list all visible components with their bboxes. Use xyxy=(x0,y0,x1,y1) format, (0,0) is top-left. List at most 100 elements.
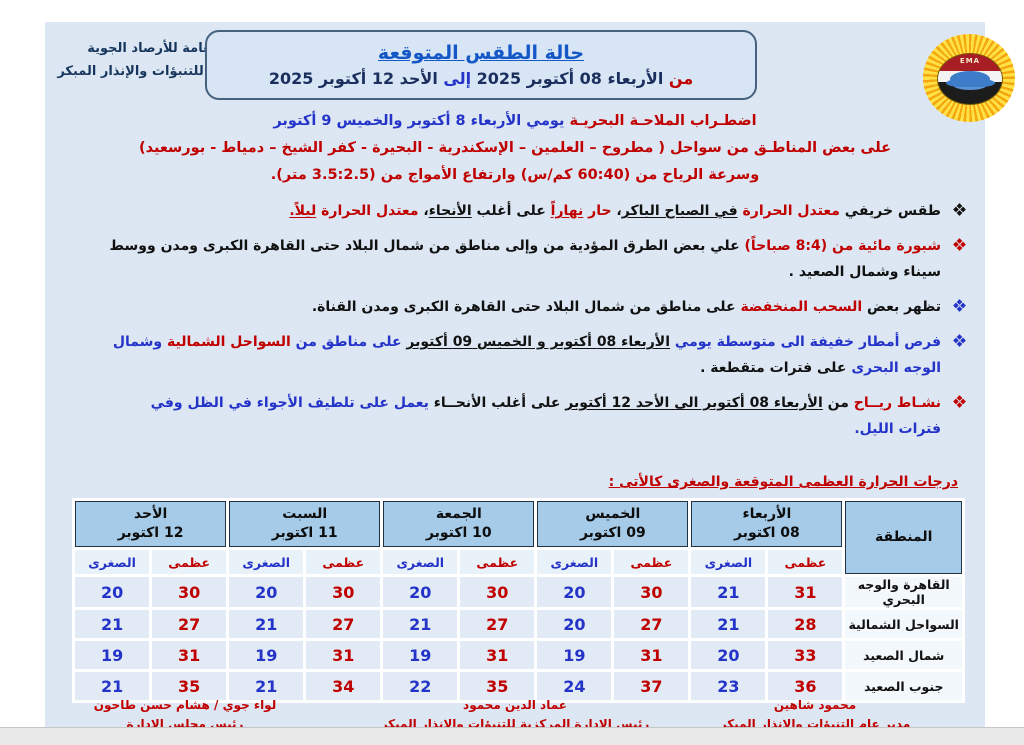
region-cell: السواحل الشمالية xyxy=(845,610,962,638)
text-segment: على أغلب xyxy=(471,203,551,219)
temp-cell-min: 20 xyxy=(537,577,612,607)
temp-cell-min: 20 xyxy=(383,577,458,607)
region-cell: القاهرة والوجه البحري xyxy=(845,577,962,607)
bullet-text: فرص أمطار خفيفة الى متوسطة يومي الأربعاء… xyxy=(113,334,941,376)
temp-cell-max: 31 xyxy=(768,577,843,607)
bullet-item-weather: طقس خريفي معتدل الحرارة في الصباح الباكر… xyxy=(105,198,967,224)
temp-cell-min: 21 xyxy=(691,610,766,638)
temp-cell-max: 35 xyxy=(152,672,227,700)
ema-logo: EMA xyxy=(923,34,1015,122)
table-row: جنوب الصعيد 36 23 37 24 35 22 34 21 35 21 xyxy=(75,672,962,700)
text-segment: اضطـراب الملاحـة البحريـة xyxy=(564,113,757,129)
temp-cell-min: 22 xyxy=(383,672,458,700)
max-subheader: عظمى xyxy=(614,550,689,574)
diamond-bullet-icon xyxy=(953,334,966,347)
temp-cell-min: 21 xyxy=(75,610,150,638)
temp-cell-max: 27 xyxy=(306,610,381,638)
text-segment: إلى xyxy=(437,69,472,88)
text-segment: يومي الأربعاء 8 أكتوبر والخميس 9 أكتوبر xyxy=(273,113,565,129)
text-segment: يعمل على تلطيف الأجواء في الظل وفي فترات… xyxy=(150,395,941,437)
temp-cell-max: 28 xyxy=(768,610,843,638)
temp-cell-min: 21 xyxy=(229,610,304,638)
bullet-text: تظهر بعض السحب المنخفضة على مناطق من شما… xyxy=(312,299,941,315)
signature-name: عماد الدين محمود xyxy=(463,698,567,712)
text-segment: السواحل الشمالية xyxy=(167,334,291,350)
bullet-item-clouds: تظهر بعض السحب المنخفضة على مناطق من شما… xyxy=(105,294,967,320)
text-segment: معتدل الحرارة xyxy=(737,203,840,219)
temp-cell-max: 36 xyxy=(768,672,843,700)
temp-cell-min: 21 xyxy=(383,610,458,638)
temp-cell-max: 27 xyxy=(614,610,689,638)
temp-cell-min: 21 xyxy=(75,672,150,700)
text-segment: تظهر بعض xyxy=(862,299,941,315)
day-header: الخميس 09 اكتوبر xyxy=(537,501,689,547)
temp-cell-min: 20 xyxy=(691,641,766,669)
forecast-bullet-list: طقس خريفي معتدل الحرارة في الصباح الباكر… xyxy=(105,198,967,451)
temp-cell-max: 35 xyxy=(460,672,535,700)
temp-cell-max: 30 xyxy=(460,577,535,607)
temp-cell-min: 19 xyxy=(383,641,458,669)
signature-name: لواء جوي / هشام حسن طاحون xyxy=(93,698,277,712)
max-subheader: عظمى xyxy=(768,550,843,574)
text-segment: فرص أمطار خفيفة الى متوسطة يومي xyxy=(670,334,941,350)
min-subheader: الصغرى xyxy=(383,550,458,574)
day-header: السبت 11 اكتوبر xyxy=(229,501,381,547)
diamond-bullet-icon xyxy=(953,203,966,216)
temps-table-wrap: المنطقة الأربعاء 08 اكتوبر الخميس 09 اكتوبر ا… xyxy=(72,498,965,703)
temp-cell-max: 37 xyxy=(614,672,689,700)
intro-line-3: وسرعة الرياح من (60:40 كم/س) وارتفاع الأ… xyxy=(65,162,965,189)
table-row: السواحل الشمالية 28 21 27 20 27 21 27 21 27 21 xyxy=(75,610,962,638)
logo-text: EMA xyxy=(959,57,981,65)
min-subheader: الصغرى xyxy=(75,550,150,574)
text-segment: نشـاط ريــاح xyxy=(848,395,941,411)
temp-cell-min: 20 xyxy=(75,577,150,607)
day-header: الأربعاء 08 اكتوبر xyxy=(691,501,843,547)
temp-cell-max: 30 xyxy=(306,577,381,607)
marine-warning-paragraph: اضطـراب الملاحـة البحريـة يومي الأربعاء … xyxy=(65,108,965,189)
text-segment: ، xyxy=(611,203,622,219)
temp-cell-min: 19 xyxy=(75,641,150,669)
text-segment: الأربعاء 08 أكتوبر 2025 xyxy=(471,69,664,88)
text-segment: معتدل الحرارة xyxy=(316,203,419,219)
text-segment: الأربعاء 08 أكتوبر و الخميس 09 أكتوبر xyxy=(406,334,671,350)
diamond-bullet-icon xyxy=(953,238,966,251)
temp-cell-min: 24 xyxy=(537,672,612,700)
temp-cell-max: 31 xyxy=(614,641,689,669)
text-segment: شبورة مائية من (8:4 صباحاً) xyxy=(744,238,941,254)
bullet-item-fog: شبورة مائية من (8:4 صباحاً) علي بعض الطر… xyxy=(105,233,967,285)
intro-line-1: اضطـراب الملاحـة البحريـة يومي الأربعاء … xyxy=(65,108,965,135)
temp-cell-min: 19 xyxy=(537,641,612,669)
document-area: الهيئة العامة للأرصاد الجوية الإدارة الع… xyxy=(45,22,1015,731)
temp-cell-max: 30 xyxy=(614,577,689,607)
text-segment: الأربعاء 08 أكتوبر الى الأحد 12 أكتوبر xyxy=(565,395,823,411)
text-segment: ، xyxy=(418,203,429,219)
text-segment: علي بعض الطرق المؤدية من وإلى مناطق من ش… xyxy=(109,238,941,280)
title-box: حالة الطقس المتوقعة من الأربعاء 08 أكتوب… xyxy=(205,30,757,100)
min-subheader: الصغرى xyxy=(691,550,766,574)
text-segment: من xyxy=(822,395,849,411)
table-row: القاهرة والوجه البحري 31 21 30 20 30 20 30 20 30 2… xyxy=(75,577,962,607)
cloud-icon xyxy=(950,71,990,87)
text-segment: الأحد 12 أكتوبر 2025 xyxy=(268,69,438,88)
temp-cell-max: 33 xyxy=(768,641,843,669)
text-segment: ليلاً. xyxy=(289,203,317,219)
text-segment: على مناطق من xyxy=(290,334,407,350)
temps-heading: درجات الحرارة العظمى المتوقعة والصغرى كا… xyxy=(608,474,958,490)
text-segment: على بعض المناطـق من سواحل ( مطروح – العل… xyxy=(138,140,892,156)
temp-cell-max: 31 xyxy=(306,641,381,669)
page-title: حالة الطقس المتوقعة xyxy=(377,42,585,64)
min-subheader: الصغرى xyxy=(229,550,304,574)
temp-cell-max: 34 xyxy=(306,672,381,700)
text-segment: وشمال الوجه البحرى xyxy=(112,334,941,376)
bullet-item-rain: فرص أمطار خفيفة الى متوسطة يومي الأربعاء… xyxy=(105,329,967,381)
temp-cell-max: 31 xyxy=(152,641,227,669)
temp-cell-min: 23 xyxy=(691,672,766,700)
page-bottom-strip xyxy=(0,727,1024,745)
text-segment: طقس خريفي xyxy=(839,203,941,219)
bullet-text: شبورة مائية من (8:4 صباحاً) علي بعض الطر… xyxy=(110,238,941,280)
region-cell: شمال الصعيد xyxy=(845,641,962,669)
max-subheader: عظمى xyxy=(460,550,535,574)
max-subheader: عظمى xyxy=(306,550,381,574)
text-segment: الأنحاء xyxy=(428,203,472,219)
bullet-item-wind: نشـاط ريــاح من الأربعاء 08 أكتوبر الى ا… xyxy=(105,390,967,442)
